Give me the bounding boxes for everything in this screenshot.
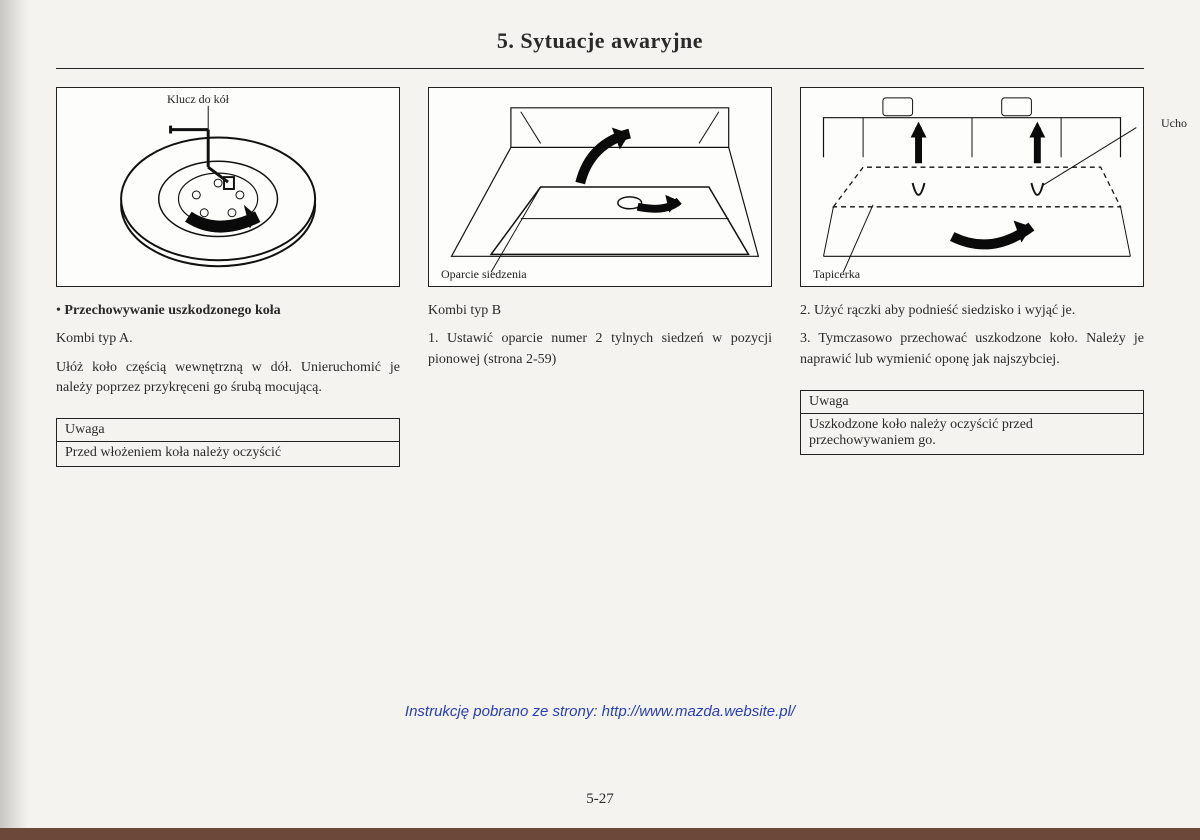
col1-para: Ułóż koło częścią wewnętrzną w dół. Unie… (56, 358, 400, 399)
figure-seat-back: Oparcie siedzenia (428, 87, 772, 287)
col3-note: Uwaga Uszkodzone koło należy oczyścić pr… (800, 390, 1144, 455)
col2-line1: Kombi typ B (428, 301, 772, 321)
col1-text: • Przechowywanie uszkodzonego koła Kombi… (56, 301, 400, 406)
tire-illustration (57, 88, 399, 286)
callout-ucho: Ucho (1161, 116, 1187, 131)
figure-spare-tire: Klucz do kół (56, 87, 400, 287)
column-3: Tapicerka Ucho 2. Użyć rączki aby podnie… (800, 87, 1144, 467)
column-2: Oparcie siedzenia Kombi typ B 1. Ustawić… (428, 87, 772, 467)
content-columns: Klucz do kół (0, 87, 1200, 467)
col2-para: 1. Ustawić oparcie numer 2 tylnych siedz… (428, 329, 772, 370)
col3-para1: 2. Użyć rączki aby podnieść siedzisko i … (800, 301, 1144, 321)
footer-link: Instrukcję pobrano ze strony: http://www… (0, 703, 1200, 720)
col1-note: Uwaga Przed włożeniem koła należy oczyśc… (56, 418, 400, 467)
callout-tapicerka: Tapicerka (813, 267, 860, 282)
col1-note-title: Uwaga (57, 419, 399, 442)
page-number: 5-27 (0, 791, 1200, 808)
col1-note-body: Przed włożeniem koła należy oczyścić (57, 442, 399, 466)
col3-para2: 3. Tymczasowo przechować uszkodzone koło… (800, 329, 1144, 370)
col2-text: Kombi typ B 1. Ustawić oparcie numer 2 t… (428, 301, 772, 378)
chapter-title: 5. Sytuacje awaryjne (0, 0, 1200, 54)
col3-note-body: Uszkodzone koło należy oczyścić przed pr… (801, 414, 1143, 454)
column-1: Klucz do kół (56, 87, 400, 467)
seatback-illustration (429, 88, 771, 286)
scan-bottom-edge (0, 828, 1200, 840)
cushion-illustration (801, 88, 1143, 286)
callout-oparcie: Oparcie siedzenia (441, 267, 527, 282)
col3-note-title: Uwaga (801, 391, 1143, 414)
col1-subtitle: Przechowywanie uszkodzonego koła (64, 303, 280, 318)
figure-seat-cushion: Tapicerka Ucho (800, 87, 1144, 287)
col1-line1: Kombi typ A. (56, 329, 400, 349)
callout-klucz: Klucz do kół (167, 92, 229, 107)
col3-text: 2. Użyć rączki aby podnieść siedzisko i … (800, 301, 1144, 378)
header-rule (56, 68, 1144, 69)
